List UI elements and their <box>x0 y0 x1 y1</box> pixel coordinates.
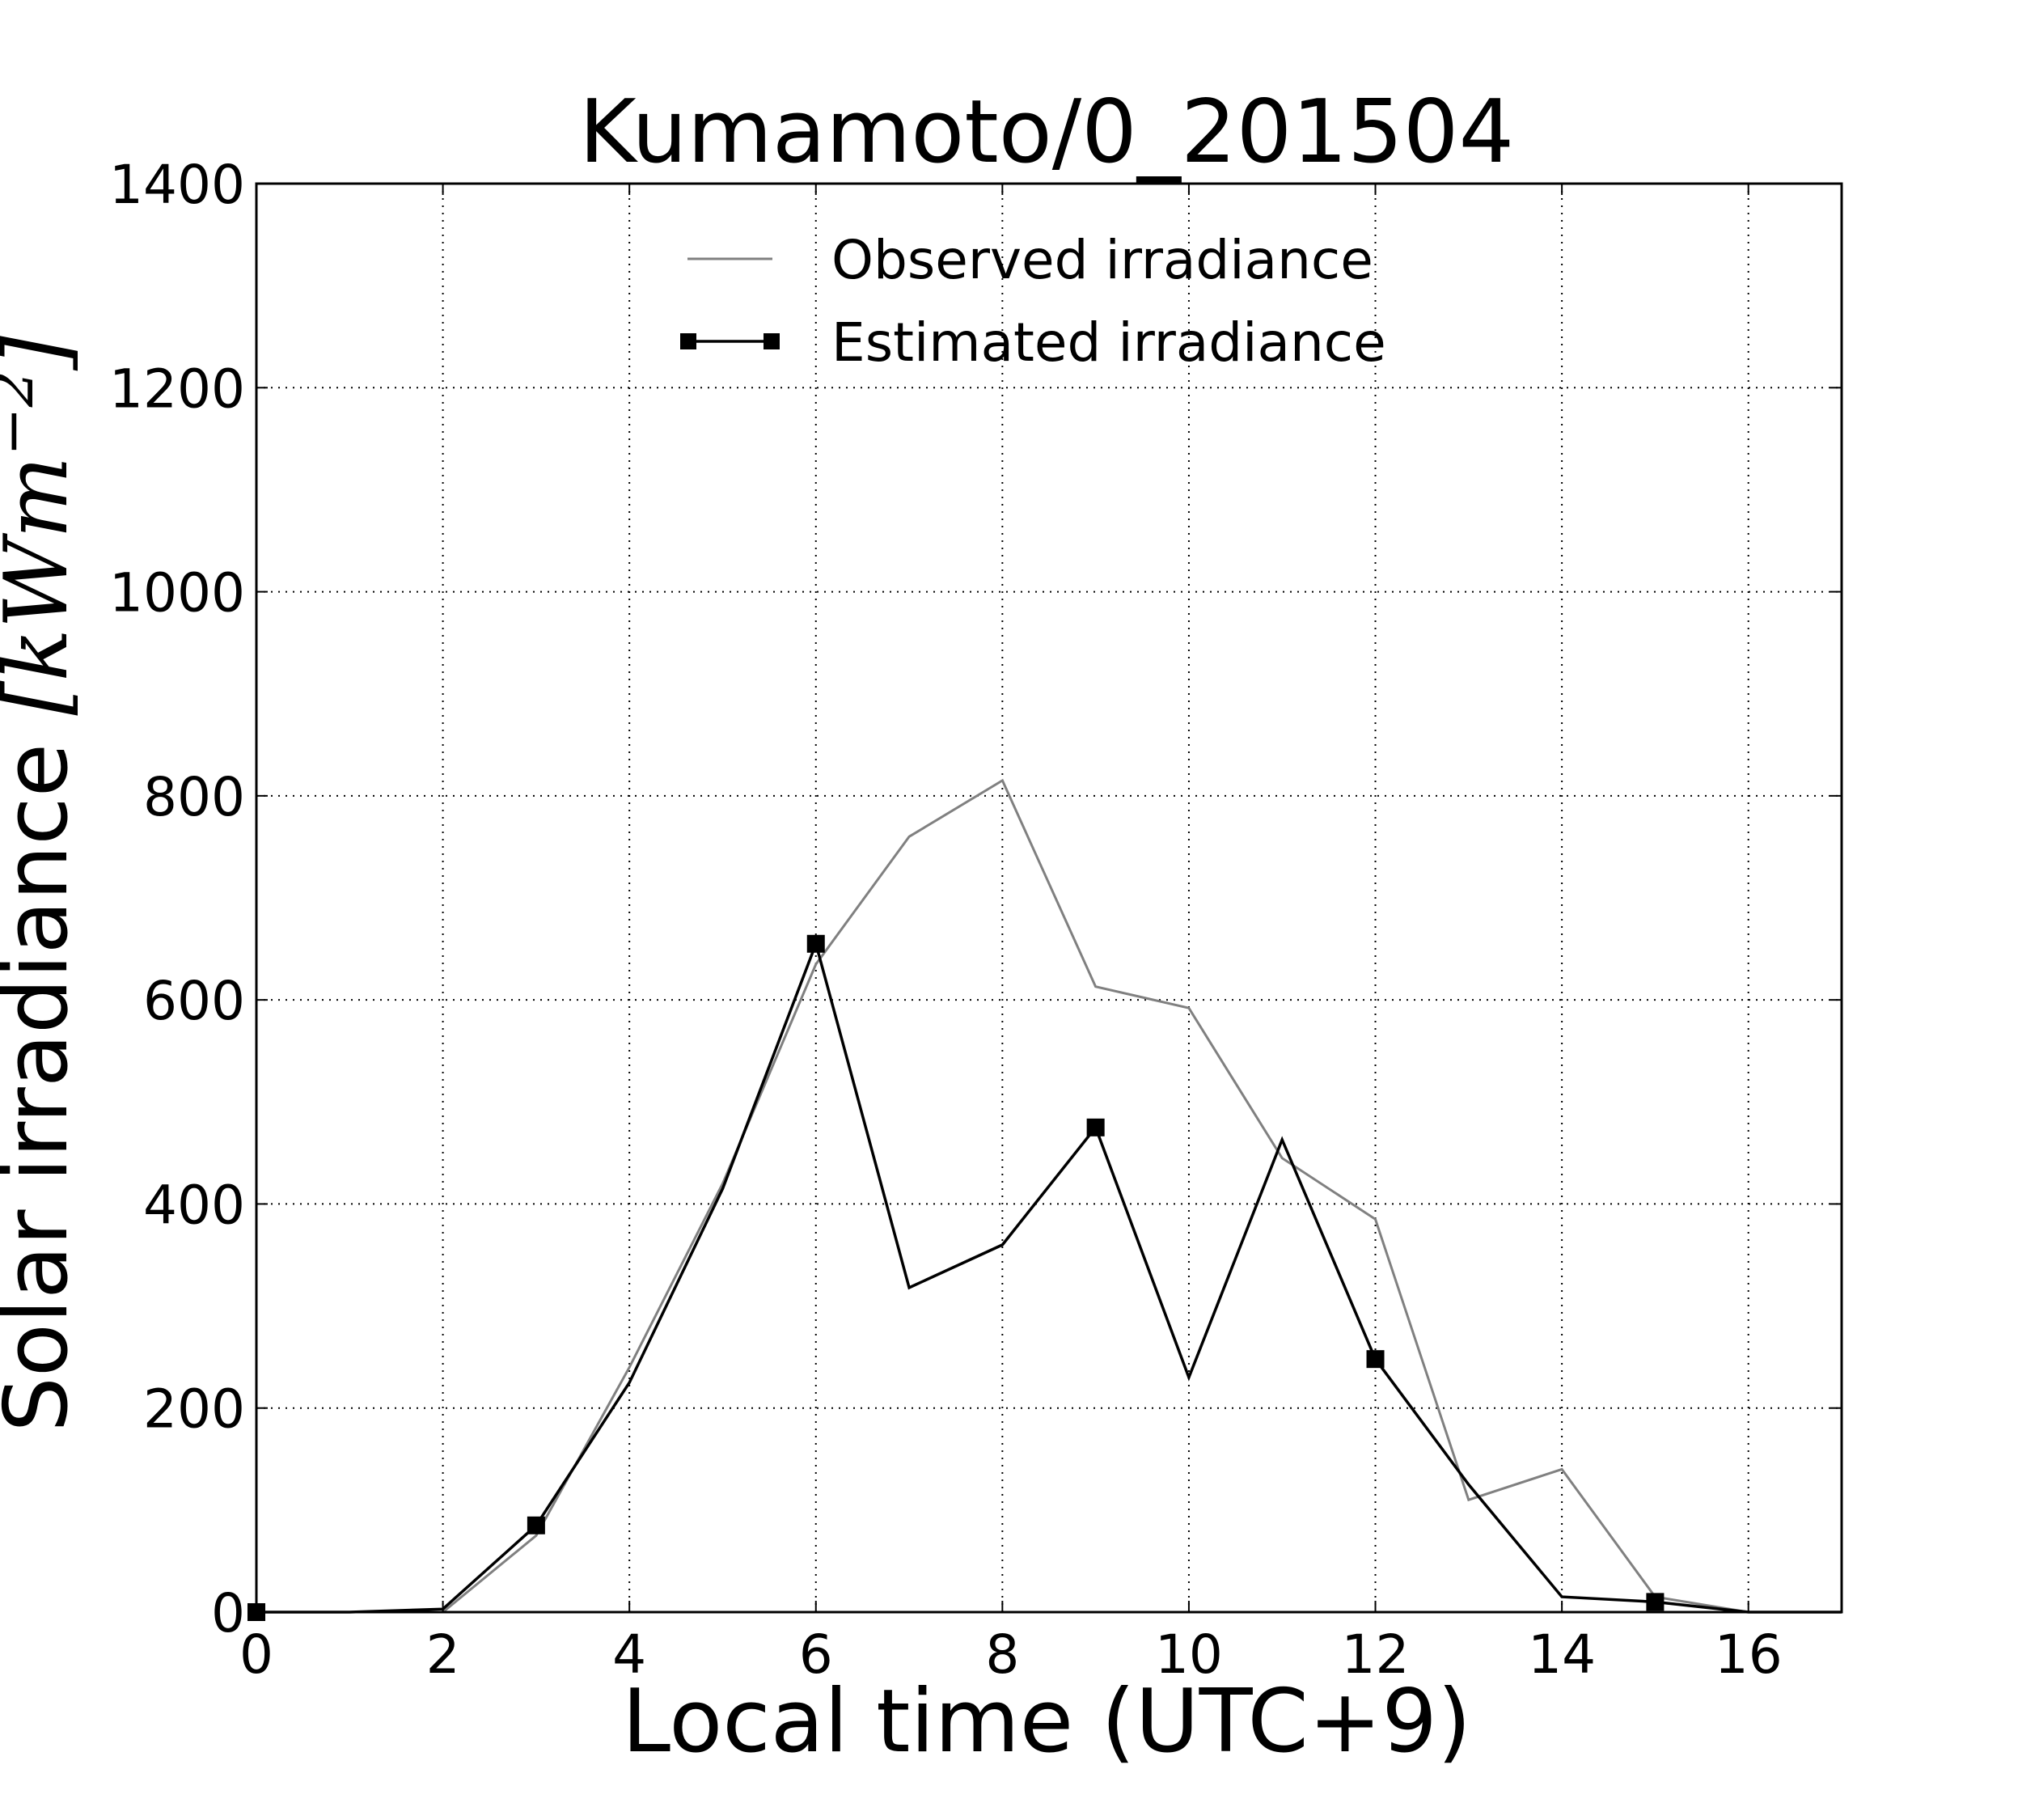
chart-title: Kumamoto/0_201504 <box>579 82 1514 183</box>
x-tick-label: 4 <box>612 1623 646 1686</box>
x-tick-label: 2 <box>426 1623 460 1686</box>
y-axis-label: Solar irradiance [kWm−2] <box>0 336 87 1433</box>
estimated-data-point <box>806 934 825 953</box>
estimated-data-point <box>1366 1350 1385 1369</box>
legend-marker <box>680 333 696 349</box>
legend-marker <box>764 333 780 349</box>
series-line-estimated <box>256 939 1842 1614</box>
plot-frame <box>255 182 1843 1614</box>
y-tick-label: 1000 <box>109 562 245 624</box>
x-axis-label: Local time (UTC+9) <box>622 1671 1471 1772</box>
y-tick-label: 1200 <box>109 358 245 420</box>
y-axis-label-unit-exponent: −2 <box>0 370 46 456</box>
x-tick-label: 12 <box>1342 1623 1410 1686</box>
x-tick-label: 6 <box>799 1623 833 1686</box>
y-axis-label-text: Solar irradiance <box>0 716 87 1433</box>
y-tick-label: 400 <box>143 1174 245 1236</box>
series-layer <box>247 778 1842 1621</box>
y-axis-label-unit-close: ] <box>0 336 87 371</box>
y-tick-label: 800 <box>143 766 245 828</box>
x-tick-label: 16 <box>1715 1623 1783 1686</box>
legend: Observed irradiance Estimated irradiance <box>680 229 1386 374</box>
estimated-data-point <box>1086 1118 1105 1136</box>
x-tick-label: 0 <box>239 1623 273 1686</box>
y-tick-label: 200 <box>143 1378 245 1441</box>
x-tick-label: 10 <box>1155 1623 1223 1686</box>
x-tick-label: 14 <box>1528 1623 1596 1686</box>
series-line-observed <box>256 778 1842 1614</box>
x-tick-label: 8 <box>985 1623 1019 1686</box>
y-axis-label-unit: [kWm <box>0 456 87 716</box>
y-tick-label: 0 <box>211 1582 245 1644</box>
axis-ticks: 0 2 4 6 8 10 12 14 16 0 200 400 600 800 1000 1200 1400 <box>109 154 1842 1686</box>
estimated-data-point <box>527 1516 545 1534</box>
legend-label-estimated: Estimated irradiance <box>831 311 1386 374</box>
legend-label-observed: Observed irradiance <box>831 229 1373 291</box>
y-tick-label: 1400 <box>109 154 245 216</box>
estimated-data-point <box>1646 1593 1665 1611</box>
y-tick-label: 600 <box>143 970 245 1032</box>
